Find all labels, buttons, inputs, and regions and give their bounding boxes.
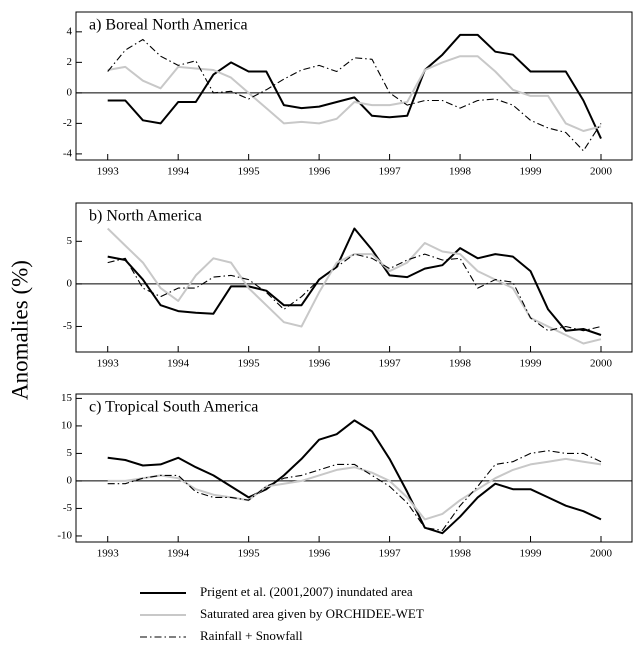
y-tick-label: 15	[61, 392, 73, 404]
x-tick-label: 1999	[520, 548, 543, 560]
x-tick-label: 2000	[590, 358, 613, 370]
series-line	[107, 227, 602, 345]
plot-frame	[75, 202, 633, 353]
panel-title: a) Boreal North America	[89, 17, 248, 34]
y-tick-label: -5	[63, 502, 73, 514]
x-tick-label: 1993	[97, 166, 120, 178]
x-tick-label: 1994	[167, 548, 190, 560]
series-line	[107, 450, 602, 531]
series-line	[107, 55, 602, 132]
x-tick-label: 1994	[167, 166, 190, 178]
series-line	[107, 419, 602, 535]
y-tick-label: -10	[57, 529, 72, 541]
y-tick-label: 5	[67, 447, 73, 459]
y-tick-label: -2	[63, 117, 72, 129]
plot-frame	[75, 393, 633, 543]
legend-label: Prigent et al. (2001,2007) inundated are…	[200, 584, 413, 599]
x-tick-label: 1993	[97, 358, 120, 370]
x-tick-label: 2000	[590, 166, 613, 178]
series-line	[107, 33, 602, 140]
x-tick-label: 1999	[520, 358, 543, 370]
series-line	[107, 38, 602, 152]
panel-title: b) North America	[89, 208, 202, 225]
x-tick-label: 1995	[238, 166, 261, 178]
x-tick-label: 1997	[379, 548, 402, 560]
x-tick-label: 1999	[520, 166, 543, 178]
series-line	[107, 227, 602, 336]
x-tick-label: 1994	[167, 358, 190, 370]
x-tick-label: 1998	[449, 548, 472, 560]
y-tick-label: 5	[67, 235, 73, 247]
legend-label: Rainfall + Snowfall	[200, 628, 303, 643]
y-tick-label: -4	[63, 147, 73, 159]
plot-frame	[75, 11, 633, 161]
legend-label: Saturated area given by ORCHIDEE-WET	[200, 606, 424, 621]
y-tick-label: 2	[67, 56, 73, 68]
x-tick-label: 1997	[379, 358, 402, 370]
x-tick-label: 1997	[379, 166, 402, 178]
x-tick-label: 1996	[308, 358, 331, 370]
y-tick-label: 0	[67, 86, 73, 98]
x-tick-label: 1996	[308, 548, 331, 560]
series-line	[107, 457, 602, 521]
x-tick-label: 1998	[449, 358, 472, 370]
series-line	[107, 253, 602, 332]
y-tick-label: 10	[61, 419, 73, 431]
y-tick-label: 0	[67, 474, 73, 486]
x-tick-label: 2000	[590, 548, 613, 560]
x-tick-label: 1993	[97, 548, 120, 560]
x-tick-label: 1996	[308, 166, 331, 178]
x-tick-label: 1998	[449, 166, 472, 178]
x-tick-label: 1995	[238, 548, 261, 560]
y-tick-label: 4	[67, 25, 73, 37]
x-tick-label: 1995	[238, 358, 261, 370]
panel-title: c) Tropical South America	[89, 399, 258, 416]
y-axis-label: Anomalies (%)	[7, 260, 32, 400]
y-tick-label: 0	[67, 277, 73, 289]
y-tick-label: -5	[63, 320, 73, 332]
